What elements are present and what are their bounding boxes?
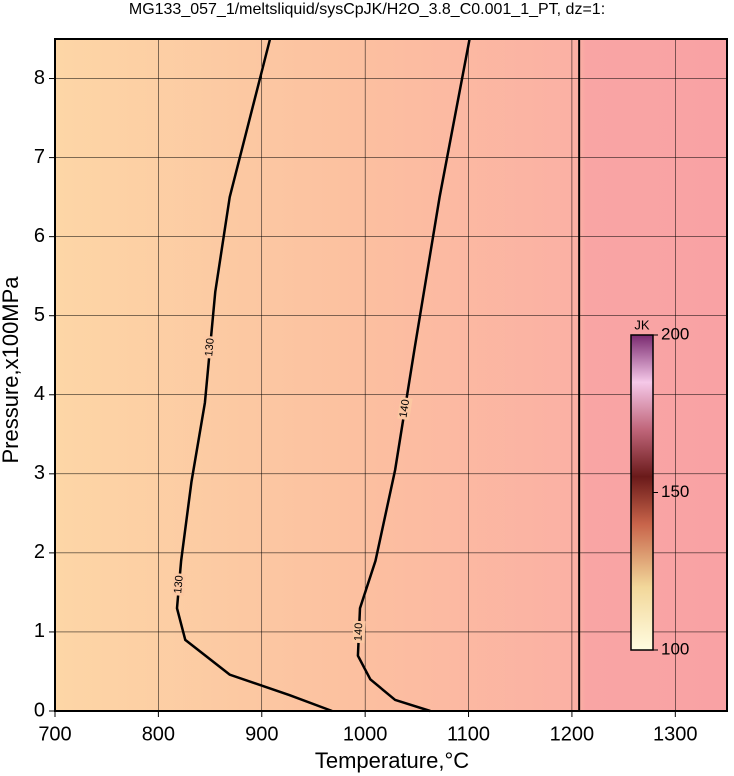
- y-tick-label: 5: [34, 304, 45, 326]
- colorbar-tick-label: 200: [661, 324, 689, 343]
- x-tick-label: 1100: [447, 723, 490, 745]
- y-tick-label: 6: [34, 225, 45, 247]
- x-tick-label: 800: [142, 723, 175, 745]
- plot-frame: [54, 38, 728, 712]
- y-tick-label: 1: [34, 620, 45, 642]
- x-axis-label: Temperature,°C: [315, 748, 469, 773]
- colorbar-label: JK: [634, 317, 650, 332]
- y-tick-label: 0: [34, 699, 45, 721]
- x-tick-label: 700: [38, 723, 71, 745]
- y-tick-label: 8: [34, 67, 45, 89]
- contour-label-bg: [397, 396, 413, 421]
- x-tick-label: 900: [245, 723, 278, 745]
- contour-label-bg: [172, 573, 186, 596]
- contour-line: [175, 38, 333, 713]
- contour-label: 140: [397, 399, 412, 419]
- plot-background: [55, 39, 727, 711]
- colorbar-tick-label: 150: [661, 482, 689, 501]
- contour-label-bg: [203, 335, 218, 359]
- y-axis-label: Pressure,x100MPa: [0, 276, 23, 464]
- contour-label: 130: [172, 575, 186, 594]
- x-tick-label: 1200: [550, 723, 595, 745]
- contour-label-bg: [352, 620, 366, 644]
- contour-label: 140: [352, 623, 365, 642]
- y-tick-label: 7: [34, 146, 45, 168]
- y-tick-label: 3: [34, 462, 45, 484]
- colorbar: [630, 334, 654, 651]
- y-tick-label: 4: [34, 383, 45, 405]
- y-tick-label: 2: [34, 541, 45, 563]
- x-tick-label: 1000: [343, 723, 388, 745]
- x-tick-label: 1300: [653, 723, 698, 745]
- colorbar-tick-label: 100: [661, 639, 689, 658]
- contour-label: 130: [203, 338, 217, 357]
- contour-line: [356, 38, 471, 713]
- chart-title: MG133_057_1/meltsliquid/sysCpJK/H2O_3.8_…: [129, 1, 605, 18]
